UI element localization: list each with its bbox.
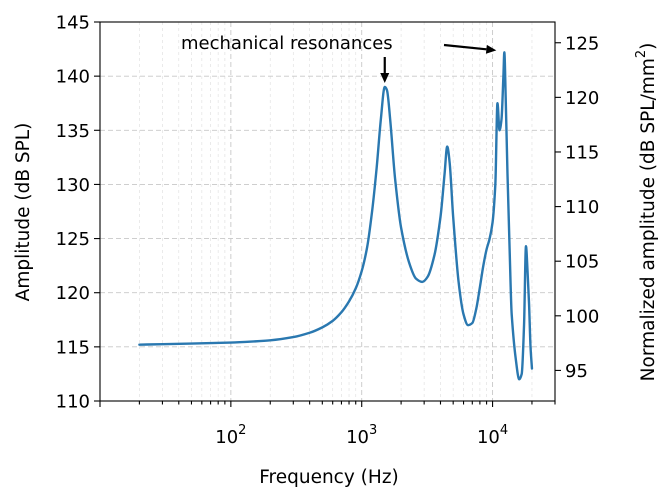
right-y-axis-title-main: Normalized amplitude (dB SPL/mm [638,58,659,381]
annotation-arrow-first-head [380,72,390,83]
amplitude-series-line [138,51,534,381]
annotation-layer: mechanical resonances [181,33,497,83]
right-y-tick-label: 125 [565,33,599,54]
y-tick-label: 110 [56,392,90,413]
right-y-tick-label: 105 [565,252,599,273]
tick-labels: 110 115 120 125 130 135 140 145 95 100 105 110 115 12… [56,13,600,449]
y-tick-label: 135 [56,121,90,142]
annotation-label: mechanical resonances [181,33,393,54]
x-tick-label-base: 10 [477,427,500,448]
y-tick-label: 145 [56,13,90,34]
x-tick-label-exponent: 3 [369,423,377,438]
x-axis-title: Frequency (Hz) [259,467,399,488]
annotation-arrow-second-shaft [443,43,487,51]
tick-marks [94,21,561,407]
y-tick-label: 130 [56,175,90,196]
x-tick-label: 104 [477,423,508,448]
right-y-tick-label: 120 [565,88,599,109]
right-y-tick-label: 100 [565,306,599,327]
right-y-axis-title-superscript: 2 [634,50,649,58]
plot-frame [99,21,556,402]
y-tick-label: 140 [56,67,90,88]
x-tick-label-exponent: 2 [238,423,246,438]
right-y-axis-title-close: ) [638,43,659,50]
x-tick-label-base: 10 [215,427,238,448]
plot-border [99,21,556,402]
right-y-tick-label: 110 [565,197,599,218]
x-tick-label: 102 [215,423,246,448]
y-tick-label: 125 [56,229,90,250]
y-axis-title: Amplitude (dB SPL) [13,123,34,302]
right-y-tick-label: 95 [565,361,588,382]
x-tick-label-base: 10 [346,427,369,448]
right-y-tick-label: 115 [565,142,599,163]
y-tick-label: 120 [56,283,90,304]
y-tick-label: 115 [56,337,90,358]
x-tick-label: 103 [346,423,377,448]
x-tick-label-exponent: 4 [500,423,508,438]
annotation-arrow-second-head [485,44,497,54]
right-y-axis-title: Normalized amplitude (dB SPL/mm2) [634,43,659,382]
